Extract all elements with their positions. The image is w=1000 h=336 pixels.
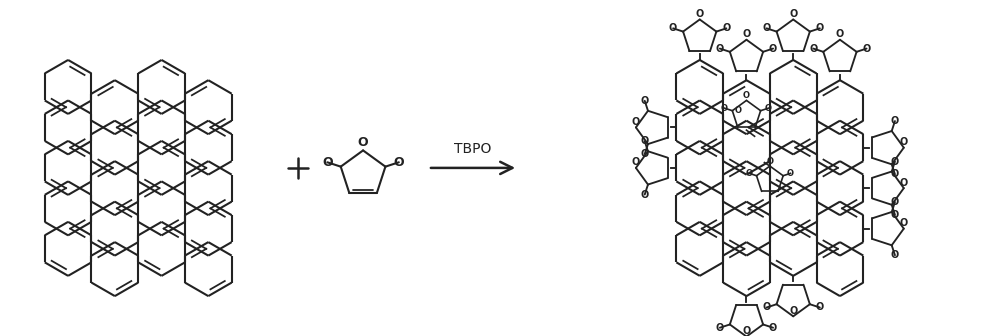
Text: O: O [322,156,333,169]
Text: O: O [891,210,899,220]
Text: O: O [816,23,824,33]
Text: O: O [862,44,871,53]
Text: O: O [641,190,649,200]
Text: O: O [765,104,772,113]
Text: O: O [891,116,899,126]
Text: O: O [891,250,899,260]
Text: O: O [721,104,728,113]
Text: O: O [716,323,724,333]
Text: O: O [809,44,817,53]
Text: O: O [891,157,899,167]
Text: O: O [836,29,844,39]
Text: O: O [746,169,753,178]
Text: O: O [358,136,368,150]
Text: O: O [891,197,899,207]
Text: O: O [900,218,908,228]
Text: O: O [632,157,640,167]
Text: O: O [722,23,730,33]
Text: O: O [789,9,797,19]
Text: O: O [742,29,751,39]
Text: O: O [632,117,640,127]
Text: O: O [743,91,750,100]
Text: O: O [742,326,751,336]
Text: O: O [734,106,741,115]
Text: O: O [669,23,677,33]
Text: O: O [766,157,773,166]
Text: O: O [891,169,899,179]
Text: O: O [394,156,404,169]
Text: O: O [641,136,649,146]
Text: O: O [787,169,794,178]
Text: O: O [641,149,649,159]
Text: O: O [696,9,704,19]
Text: O: O [716,44,724,53]
Text: O: O [769,44,777,53]
Text: O: O [762,23,771,33]
Text: O: O [769,323,777,333]
Text: O: O [900,137,908,147]
Text: O: O [900,178,908,187]
Text: O: O [762,302,771,312]
Text: O: O [816,302,824,312]
Text: O: O [641,96,649,106]
Text: O: O [789,306,797,316]
Text: TBPO: TBPO [454,142,492,156]
